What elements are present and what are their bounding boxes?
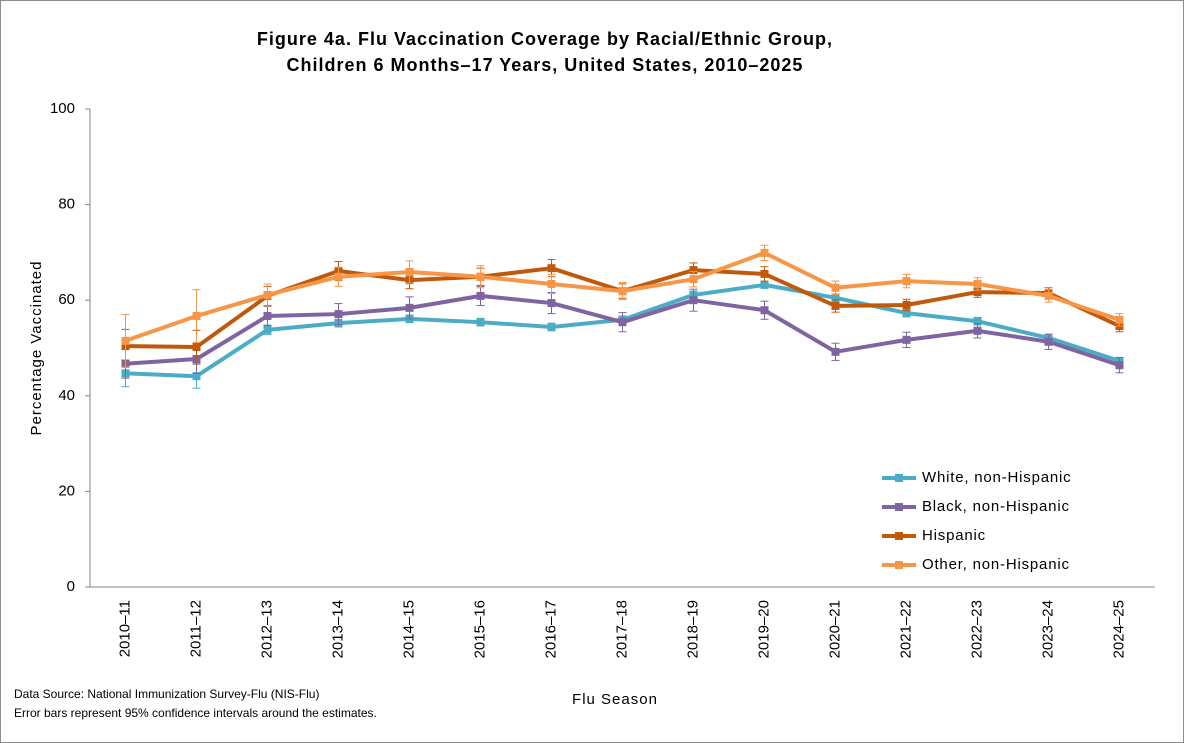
legend-marker: [895, 532, 903, 540]
x-tick-label: 2023–24: [1039, 600, 1056, 658]
legend-marker: [895, 503, 903, 511]
point-marker: [263, 290, 272, 299]
x-tick-label: 2016–17: [542, 600, 559, 658]
chart-subtitle: Children 6 Months–17 Years, United State…: [287, 55, 804, 75]
point-marker: [121, 336, 130, 345]
legend-label: Hispanic: [922, 527, 986, 544]
point-marker: [618, 287, 627, 296]
point-marker: [476, 318, 485, 327]
footnote: Error bars represent 95% confidence inte…: [14, 706, 377, 720]
x-tick-label: 2024–25: [1110, 600, 1127, 658]
point-marker: [831, 293, 840, 302]
point-marker: [831, 347, 840, 356]
point-marker: [618, 318, 627, 327]
point-marker: [689, 266, 698, 275]
legend-marker: [895, 474, 903, 482]
y-tick-label: 40: [58, 387, 75, 404]
chart-title: Figure 4a. Flu Vaccination Coverage by R…: [257, 29, 833, 49]
x-tick-label: 2012–13: [258, 600, 275, 658]
x-tick-label: 2014–15: [400, 600, 417, 658]
y-tick-label: 100: [50, 100, 75, 117]
point-marker: [334, 272, 343, 281]
point-marker: [760, 280, 769, 289]
legend-label: Other, non-Hispanic: [922, 556, 1070, 573]
point-marker: [1044, 337, 1053, 346]
point-marker: [263, 311, 272, 320]
x-tick-label: 2017–18: [613, 600, 630, 658]
y-tick-label: 20: [58, 482, 75, 499]
legend-marker: [895, 561, 903, 569]
x-tick-label: 2022–23: [968, 600, 985, 658]
legend-label: Black, non-Hispanic: [922, 498, 1070, 515]
point-marker: [973, 326, 982, 335]
x-tick-label: 2010–11: [116, 600, 133, 657]
point-marker: [547, 299, 556, 308]
y-tick-label: 60: [58, 291, 75, 308]
x-tick-label: 2019–20: [755, 600, 772, 658]
point-marker: [476, 291, 485, 300]
x-tick-label: 2015–16: [471, 600, 488, 658]
point-marker: [902, 277, 911, 286]
point-marker: [831, 301, 840, 310]
point-marker: [902, 335, 911, 344]
point-marker: [192, 311, 201, 320]
point-marker: [902, 309, 911, 318]
legend-label: White, non-Hispanic: [922, 469, 1071, 486]
x-tick-label: 2020–21: [826, 600, 843, 658]
point-marker: [405, 303, 414, 312]
point-marker: [334, 310, 343, 319]
x-axis-title: Flu Season: [572, 691, 658, 708]
y-tick-label: 0: [67, 578, 75, 595]
point-marker: [973, 288, 982, 297]
point-marker: [547, 279, 556, 288]
x-tick-label: 2011–12: [187, 600, 204, 657]
point-marker: [760, 269, 769, 278]
point-marker: [405, 267, 414, 276]
x-tick-label: 2021–22: [897, 600, 914, 658]
point-marker: [263, 325, 272, 334]
point-marker: [192, 343, 201, 352]
point-marker: [547, 264, 556, 273]
point-marker: [831, 283, 840, 292]
x-tick-label: 2018–19: [684, 600, 701, 658]
point-marker: [1044, 291, 1053, 300]
point-marker: [547, 322, 556, 331]
y-tick-label: 80: [58, 196, 75, 213]
x-tick-label: 2013–14: [329, 600, 346, 658]
point-marker: [902, 300, 911, 309]
point-marker: [1115, 315, 1124, 324]
point-marker: [476, 272, 485, 281]
footnote: Data Source: National Immunization Surve…: [14, 687, 319, 701]
point-marker: [689, 296, 698, 305]
y-axis-title: Percentage Vaccinated: [28, 261, 45, 436]
point-marker: [973, 279, 982, 288]
point-marker: [760, 248, 769, 257]
point-marker: [1115, 361, 1124, 370]
point-marker: [192, 372, 201, 381]
point-marker: [689, 275, 698, 284]
point-marker: [760, 306, 769, 315]
point-marker: [973, 317, 982, 326]
